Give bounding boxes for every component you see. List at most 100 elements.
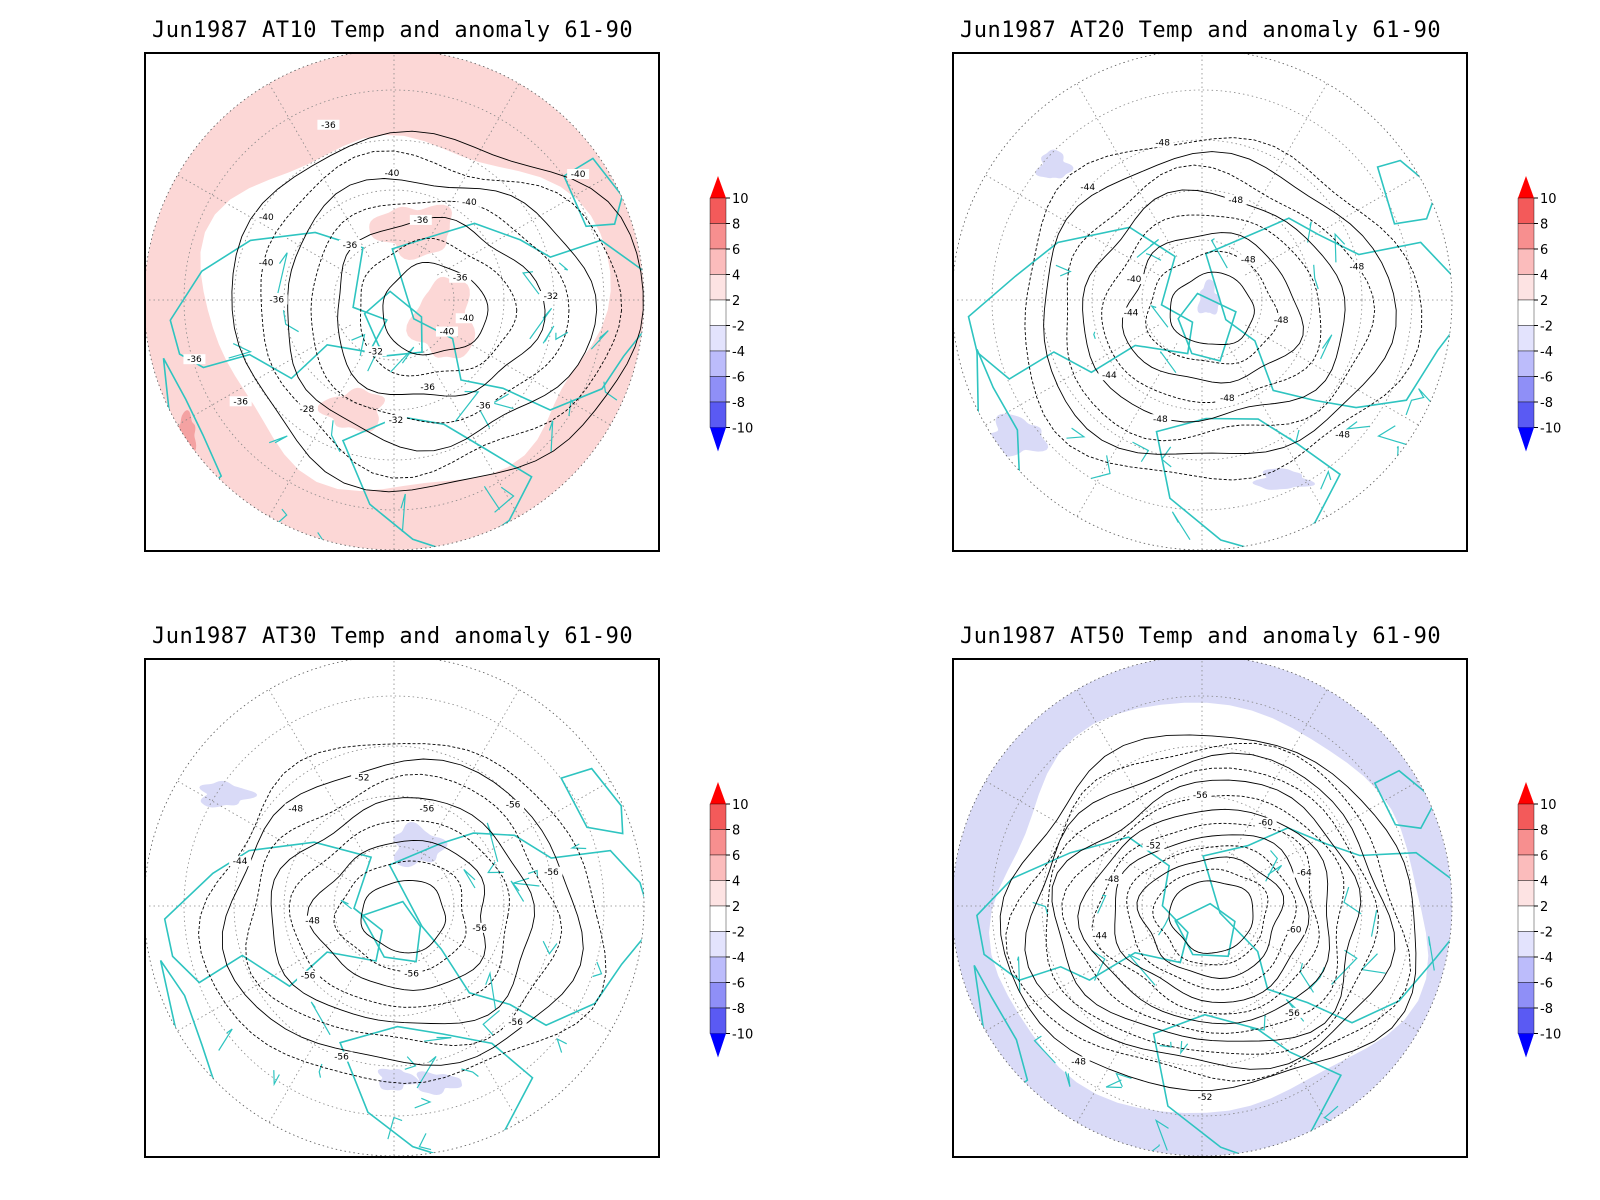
contour-line — [198, 743, 607, 1084]
coastline — [159, 959, 217, 1099]
contour-label: -48 — [1071, 1057, 1086, 1067]
coastline — [163, 841, 384, 988]
colorbar-label: -6 — [1540, 371, 1553, 386]
border-line — [1313, 264, 1319, 290]
border-line — [482, 1009, 500, 1036]
meridian-line — [1245, 324, 1419, 426]
contour-label-bg — [1216, 393, 1239, 404]
contour-label-bg — [502, 799, 525, 810]
border-line — [1267, 864, 1283, 876]
contour-label-bg — [384, 414, 407, 425]
map-frame: -56 -56 -56 -56 -56 -48 -44 -48 -52 -56 -56 -56 — [144, 658, 660, 1158]
border-line — [558, 262, 569, 271]
contour-line — [310, 200, 570, 424]
contour-label: -56 — [404, 970, 419, 980]
colorbar-segment — [1517, 350, 1535, 377]
contour-label-bg — [1293, 867, 1316, 878]
panel-title: Jun1987 AT30 Temp and anomaly 61-90 — [152, 624, 634, 649]
contour-label: -48 — [305, 917, 320, 927]
map-boundary — [954, 54, 1453, 550]
colorbar-arrow-down — [710, 1033, 726, 1058]
border-line — [340, 899, 352, 910]
border-line — [1090, 455, 1111, 479]
contour-label: -56 — [334, 1053, 349, 1063]
colorbar-label: -8 — [732, 1002, 745, 1017]
contour-line — [231, 130, 644, 493]
meridian-line — [1076, 949, 1178, 1123]
border-line — [555, 331, 569, 341]
colorbar-label: -2 — [732, 926, 745, 941]
contour-label: -36 — [269, 295, 284, 305]
contour-label-bg — [435, 326, 458, 337]
colorbar-segment — [709, 829, 727, 856]
contour-line — [1043, 151, 1397, 455]
colorbar-label: 2 — [1540, 294, 1548, 309]
contour-line — [337, 216, 546, 397]
contour-label-bg — [351, 772, 374, 783]
colorbar-segment — [1517, 905, 1535, 932]
meridian-line — [437, 930, 611, 1032]
contour-label: -64 — [1297, 869, 1312, 879]
contour-label: -56 — [301, 972, 316, 982]
border-line — [1055, 264, 1072, 277]
meridian-line — [1245, 174, 1419, 276]
meridian-line — [268, 949, 370, 1123]
meridian-line — [437, 780, 611, 882]
colorbar-svg: 10 8 6 4 2 -2 -4 -6 -8 -10 — [709, 176, 753, 452]
border-line — [1289, 429, 1300, 445]
border-line — [1093, 331, 1096, 339]
contour-label-bg — [284, 803, 307, 814]
contour-label: -36 — [420, 383, 435, 393]
contour-label: -48 — [288, 804, 303, 814]
latitude-circle — [991, 695, 1413, 1117]
meridian-line — [985, 930, 1159, 1032]
colorbar-label: 6 — [1540, 243, 1548, 258]
border-line — [1331, 949, 1358, 985]
contour-label: -40 — [1127, 275, 1142, 285]
map-frame: -40 -40 -36 -36 -32 -32 -28 -36 -36 -36 -40 -40 -36 -… — [144, 52, 660, 552]
colorbar-arrow-up — [1518, 782, 1534, 804]
contour-label-bg — [1100, 873, 1123, 884]
contour-label-bg — [1149, 414, 1172, 425]
border-line — [400, 493, 406, 532]
contour-label-bg — [301, 915, 324, 926]
colorbar-svg: 10 8 6 4 2 -2 -4 -6 -8 -10 — [1517, 782, 1561, 1058]
border-line — [1334, 232, 1346, 263]
colorbar-segment — [709, 197, 727, 224]
coastline — [1174, 902, 1236, 958]
colorbar-label: -8 — [1540, 1002, 1553, 1017]
map-content: -56 -56 -56 -56 -56 -48 -44 -48 -52 -56 -56 -56 — [146, 660, 644, 1156]
meridian-line — [177, 780, 351, 882]
colorbar-svg: 10 8 6 4 2 -2 -4 -6 -8 -10 — [709, 782, 753, 1058]
colorbar-segment — [709, 223, 727, 250]
border-line — [568, 398, 575, 416]
contour-label: -48 — [1220, 394, 1235, 404]
map-frame: -60 -56 -52 -48 -44 -48 -52 -56 -60 -64 — [952, 658, 1468, 1158]
border-line — [282, 310, 299, 333]
contour-label-bg — [1067, 1056, 1090, 1067]
meridian-line — [177, 324, 351, 426]
contour-label-bg — [297, 970, 320, 981]
contour-label-bg — [229, 856, 252, 867]
border-line — [1180, 1040, 1189, 1055]
border-line — [1145, 253, 1162, 261]
contour-label-bg — [255, 211, 278, 222]
border-line — [570, 527, 591, 550]
contour-label-bg — [295, 404, 318, 415]
contour-label: -56 — [506, 801, 521, 811]
colorbar-segment — [709, 880, 727, 907]
contour-label-bg — [449, 272, 472, 283]
colorbar-segment — [709, 325, 727, 352]
border-line — [414, 1097, 432, 1109]
contour-label: -52 — [1198, 1093, 1213, 1103]
polar-map: -60 -56 -52 -48 -44 -48 -52 -56 -60 -64 — [954, 660, 1453, 1156]
contour-label: -56 — [508, 1018, 523, 1028]
meridian-line — [418, 689, 520, 863]
colorbar-segment — [1517, 956, 1535, 983]
latitude-circle — [1041, 745, 1363, 1067]
contour-label: -36 — [453, 274, 468, 284]
contour-label-bg — [1076, 182, 1099, 193]
contour-label-bg — [539, 291, 562, 301]
border-line — [494, 486, 515, 513]
panel-title: Jun1987 AT50 Temp and anomaly 61-90 — [960, 624, 1442, 649]
